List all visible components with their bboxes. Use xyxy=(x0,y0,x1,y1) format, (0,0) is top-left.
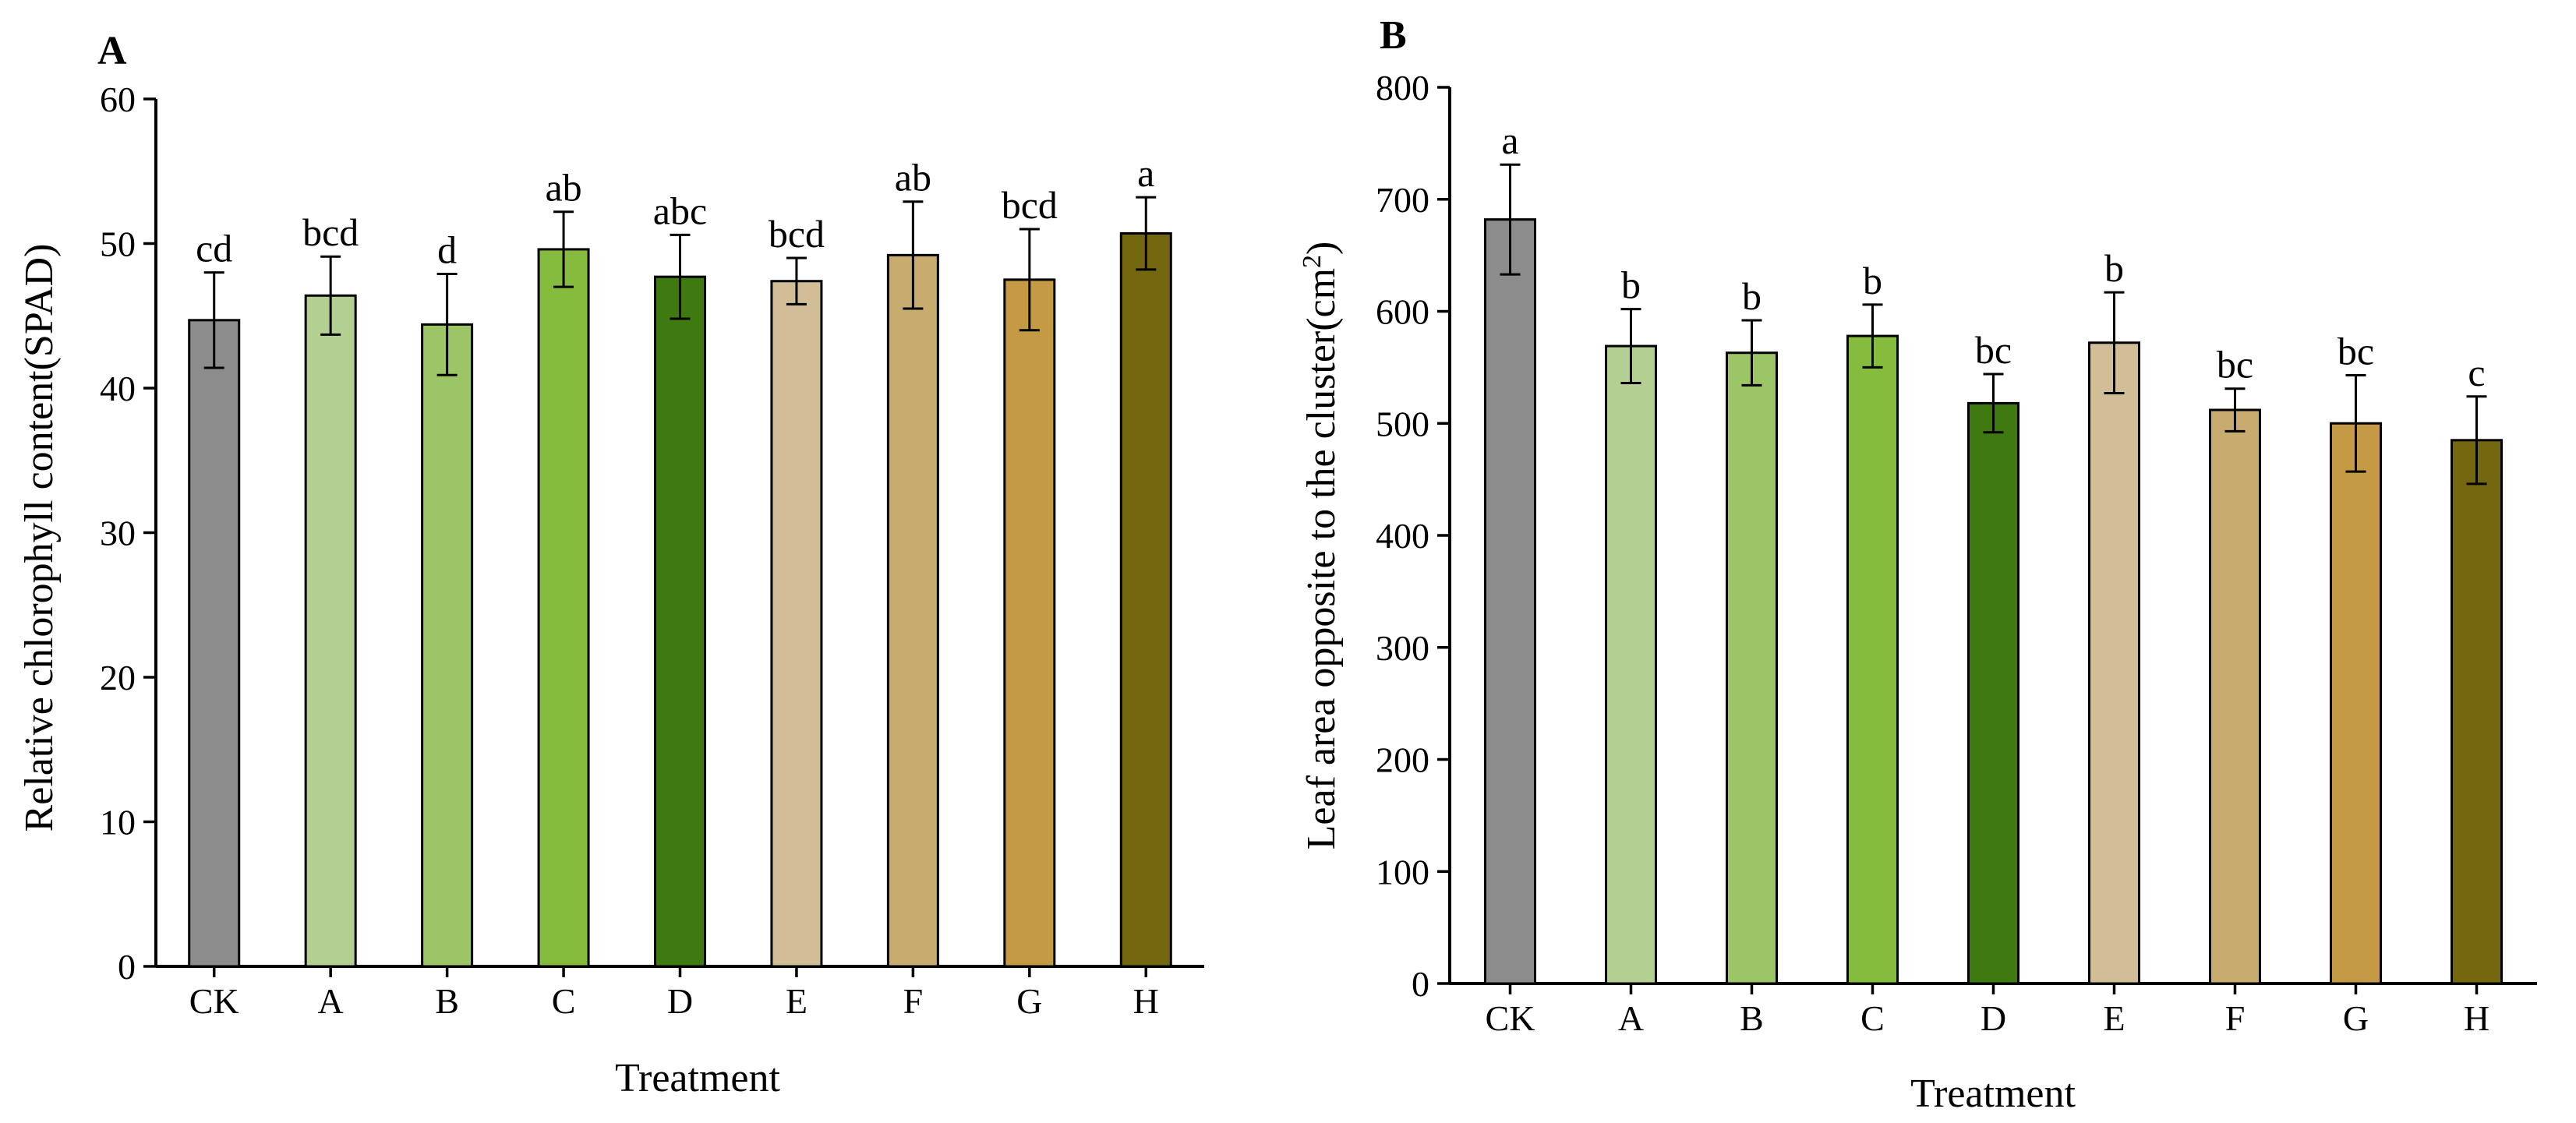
significance-letter: bcd xyxy=(1002,183,1058,227)
significance-letter: b xyxy=(1863,259,1882,302)
x-tick-label: CK xyxy=(1486,998,1535,1038)
x-tick-label: H xyxy=(2464,998,2489,1038)
x-tick-label: H xyxy=(1133,981,1159,1021)
significance-letter: bc xyxy=(2217,343,2253,387)
bar-e xyxy=(2088,341,2140,985)
bar-a xyxy=(304,294,357,968)
y-tick-label: 400 xyxy=(1376,516,1429,556)
y-tick-label: 200 xyxy=(1376,740,1429,780)
significance-letter: bc xyxy=(2337,329,2374,373)
x-tick-label: G xyxy=(1016,981,1042,1021)
x-tick-label: CK xyxy=(189,981,239,1021)
bar-h xyxy=(2451,439,2503,985)
bar-b xyxy=(1726,351,1778,985)
plot-area: 0 100 200 300 400 500 600 700 800 CK a Ab Bb Cb Dbc Eb F… xyxy=(1376,68,2537,1038)
bar-c xyxy=(1846,334,1899,985)
significance-letter: b xyxy=(1742,274,1762,318)
bar-d xyxy=(654,275,706,968)
x-tick-label: A xyxy=(1618,998,1644,1038)
x-tick-label: A xyxy=(318,981,344,1021)
bar-h xyxy=(1119,232,1172,968)
bar-d xyxy=(1967,401,2019,985)
y-tick-label: 800 xyxy=(1376,68,1429,108)
y-tick-label: 100 xyxy=(1376,852,1429,892)
y-tick-label: 20 xyxy=(100,658,136,697)
x-tick-label: B xyxy=(1740,998,1764,1038)
x-tick-label: G xyxy=(2343,998,2369,1038)
bar-ck xyxy=(1484,218,1536,985)
x-axis-title: Treatment xyxy=(1910,1072,2076,1116)
bar-g xyxy=(1003,278,1056,968)
x-tick-label: B xyxy=(435,981,459,1021)
significance-letter: b xyxy=(1621,263,1641,307)
chart-panel-a: A Relative chlorophyll content(SPAD) Tre… xyxy=(17,29,1204,1100)
y-axis-title-superscript: 2 xyxy=(1298,255,1327,268)
y-tick-label: 60 xyxy=(100,79,136,119)
bar-b xyxy=(421,323,474,968)
bar-e xyxy=(770,280,823,968)
x-tick-label: C xyxy=(1860,998,1885,1038)
y-axis-title-text: Relative chlorophyll content(SPAD) xyxy=(17,244,62,832)
y-axis-title: Leaf area opposite to the cluster(cm2) xyxy=(1298,242,1344,850)
y-tick-label: 30 xyxy=(100,514,136,553)
x-tick-label: D xyxy=(667,981,693,1021)
y-tick-label: 500 xyxy=(1376,404,1429,443)
y-axis-title-suffix: ) xyxy=(1299,242,1344,255)
panel-letter: B xyxy=(1380,13,1407,58)
x-tick-label: D xyxy=(1981,998,2006,1038)
significance-letter: bcd xyxy=(302,210,359,254)
bar-f xyxy=(886,253,939,968)
x-axis-title: Treatment xyxy=(615,1056,780,1100)
y-tick-label: 50 xyxy=(100,224,136,264)
significance-letter: c xyxy=(2468,351,2485,394)
y-tick-label: 10 xyxy=(100,803,136,842)
y-tick-label: 700 xyxy=(1376,180,1429,220)
bar-c xyxy=(537,248,590,968)
y-tick-label: 0 xyxy=(1412,964,1429,1004)
y-tick-label: 300 xyxy=(1376,628,1429,668)
significance-letter: cd xyxy=(196,227,232,270)
y-tick-label: 0 xyxy=(118,947,136,987)
significance-letter: ab xyxy=(895,156,931,200)
x-tick-label: E xyxy=(2103,998,2125,1038)
panel-letter: A xyxy=(97,29,127,73)
y-axis-title-main: Leaf area opposite to the cluster(cm xyxy=(1299,268,1344,849)
significance-letter: bc xyxy=(1975,328,2012,372)
bar-ck xyxy=(188,319,241,968)
bar-a xyxy=(1605,344,1657,985)
significance-letter: a xyxy=(1137,151,1154,195)
bar-f xyxy=(2209,408,2261,985)
y-axis-title-text: Leaf area opposite to the cluster(cm2) xyxy=(1298,242,1344,850)
significance-letter: b xyxy=(2104,246,2124,290)
significance-letter: d xyxy=(437,228,457,271)
x-tick-label: F xyxy=(2225,998,2246,1038)
significance-letter: ab xyxy=(545,166,581,210)
x-tick-label: F xyxy=(903,981,924,1021)
x-tick-label: C xyxy=(552,981,576,1021)
y-axis-title: Relative chlorophyll content(SPAD) xyxy=(17,244,62,832)
y-tick-label: 40 xyxy=(100,369,136,408)
significance-letter: a xyxy=(1501,118,1518,162)
y-tick-label: 600 xyxy=(1376,292,1429,332)
significance-letter: abc xyxy=(653,189,707,232)
bar-g xyxy=(2330,422,2382,985)
chart-panel-b: B Leaf area opposite to the cluster(cm2)… xyxy=(1298,13,2537,1116)
x-tick-label: E xyxy=(786,981,807,1021)
significance-letter: bcd xyxy=(769,212,825,256)
